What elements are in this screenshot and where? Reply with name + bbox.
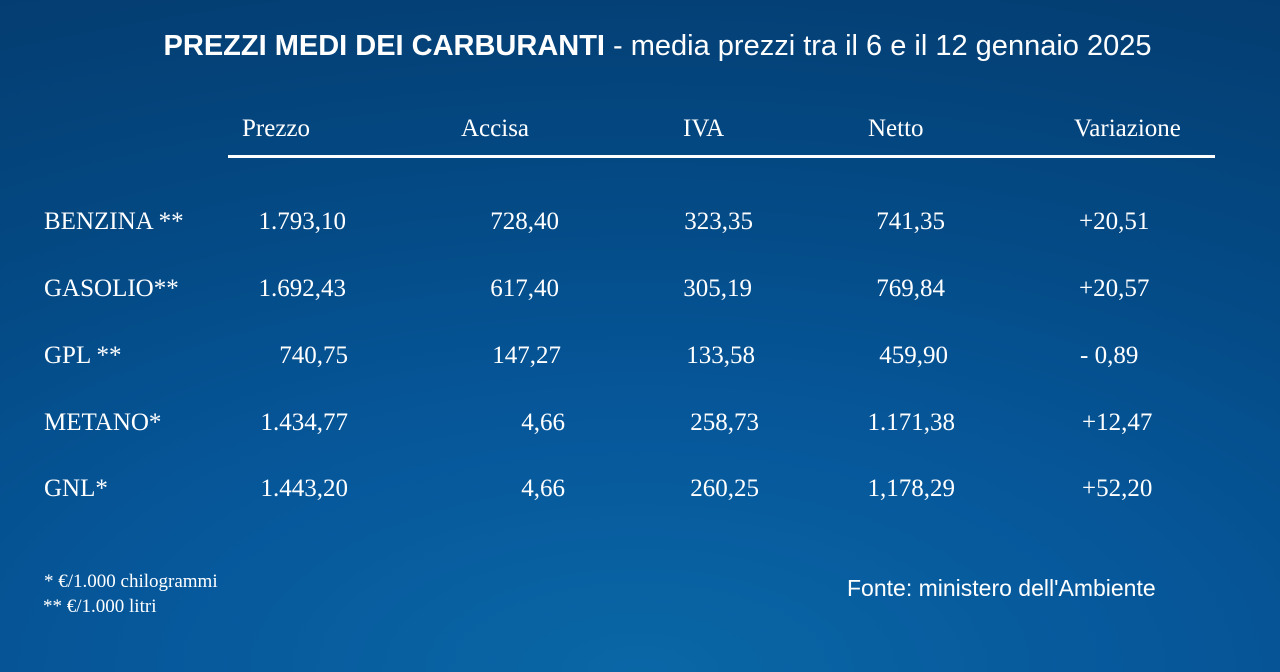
cell-accisa: 4,66: [521, 475, 565, 502]
source-credit: Fonte: ministero dell'Ambiente: [847, 575, 1156, 601]
header-divider: [228, 155, 1215, 158]
cell-accisa: 617,40: [490, 275, 559, 302]
cell-accisa: 147,27: [492, 342, 561, 369]
table-row-benzina: BENZINA ** 1.793,10 728,40 323,35 741,35…: [0, 208, 1280, 242]
title-main: PREZZI MEDI DEI CARBURANTI: [163, 30, 605, 62]
cell-prezzo: 1.434,77: [260, 409, 349, 436]
column-header-accisa: Accisa: [461, 115, 530, 142]
table-row-gnl: GNL* 1.443,20 4,66 260,25 1,178,29 +52,2…: [0, 475, 1280, 509]
cell-prezzo: 1.692,43: [258, 275, 347, 302]
row-label: GASOLIO**: [44, 275, 179, 302]
cell-variazione: +12,47: [1082, 409, 1153, 436]
cell-variazione: - 0,89: [1080, 342, 1139, 369]
cell-netto: 1.171,38: [867, 409, 956, 436]
footnote-kg: * €/1.000 chilogrammi: [44, 571, 218, 592]
table-row-metano: METANO* 1.434,77 4,66 258,73 1.171,38 +1…: [0, 409, 1280, 443]
cell-iva: 133,58: [686, 342, 755, 369]
cell-netto: 741,35: [876, 208, 945, 235]
row-label: METANO*: [44, 409, 162, 436]
table-row-gasolio: GASOLIO** 1.692,43 617,40 305,19 769,84 …: [0, 275, 1280, 309]
cell-iva: 258,73: [690, 409, 759, 436]
cell-accisa: 728,40: [490, 208, 559, 235]
cell-netto: 769,84: [876, 275, 945, 302]
table-header: Prezzo Accisa IVA Netto Variazione: [0, 115, 1280, 149]
column-header-prezzo: Prezzo: [242, 115, 311, 142]
cell-netto: 459,90: [879, 342, 948, 369]
table-row-gpl: GPL ** 740,75 147,27 133,58 459,90 - 0,8…: [0, 342, 1280, 376]
column-header-netto: Netto: [868, 115, 924, 142]
row-label: BENZINA **: [44, 208, 184, 235]
cell-iva: 260,25: [690, 475, 759, 502]
cell-iva: 305,19: [683, 275, 752, 302]
cell-variazione: +20,51: [1079, 208, 1150, 235]
cell-prezzo: 1.443,20: [260, 475, 349, 502]
cell-prezzo: 1.793,10: [258, 208, 347, 235]
cell-iva: 323,35: [684, 208, 753, 235]
cell-accisa: 4,66: [521, 409, 565, 436]
page-title: PREZZI MEDI DEI CARBURANTI - media prezz…: [0, 30, 1280, 63]
footnote-litri: ** €/1.000 litri: [43, 596, 157, 617]
column-header-iva: IVA: [683, 115, 725, 142]
row-label: GPL **: [44, 342, 122, 369]
cell-prezzo: 740,75: [279, 342, 348, 369]
cell-netto: 1,178,29: [867, 475, 956, 502]
cell-variazione: +52,20: [1082, 475, 1153, 502]
column-header-variazione: Variazione: [1074, 115, 1181, 142]
cell-variazione: +20,57: [1079, 275, 1150, 302]
row-label: GNL*: [44, 475, 108, 502]
title-subtitle: - media prezzi tra il 6 e il 12 gennaio …: [604, 30, 1152, 62]
